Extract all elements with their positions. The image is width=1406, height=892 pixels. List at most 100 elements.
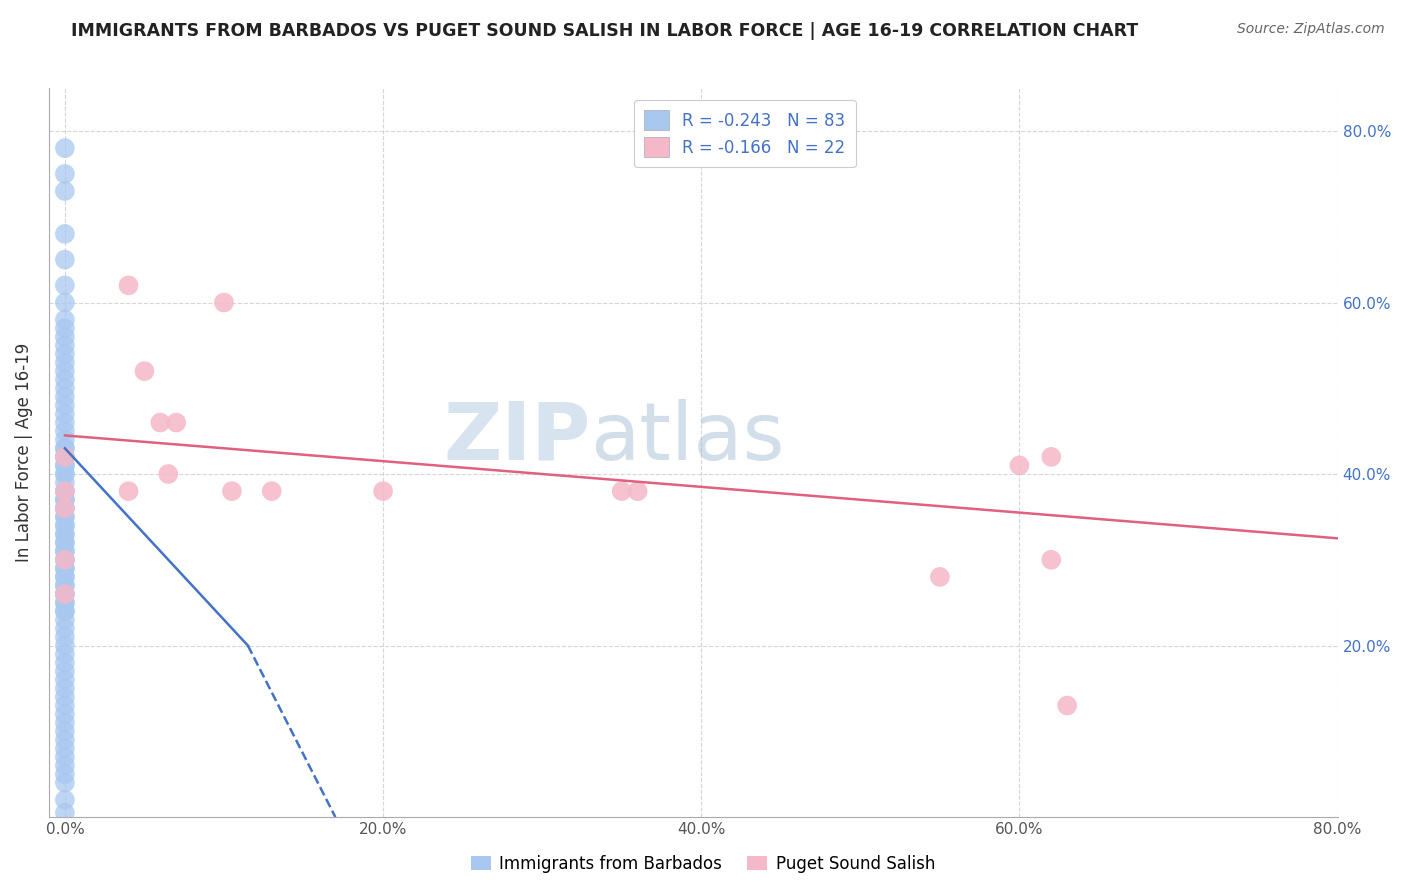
Point (53, 501, 76, 516)
Point (53, 544, 76, 558)
Point (53, 656, 76, 670)
Point (157, 467, 180, 481)
Point (53, 805, 76, 820)
Point (53, 492, 76, 507)
Point (53, 398, 76, 412)
Point (1040, 553, 1063, 567)
Point (53, 664, 76, 678)
Point (53, 758, 76, 772)
Text: ZIP: ZIP (443, 399, 591, 477)
Point (53, 338, 76, 352)
Point (53, 793, 76, 807)
Text: atlas: atlas (591, 399, 785, 477)
Legend: Immigrants from Barbados, Puget Sound Salish: Immigrants from Barbados, Puget Sound Sa… (464, 848, 942, 880)
Point (53, 416, 76, 430)
Point (53, 767, 76, 781)
Point (53, 467, 76, 481)
Point (53, 450, 76, 464)
Point (53, 141, 76, 155)
Point (53, 381, 76, 395)
Point (53, 442, 76, 456)
Point (53, 442, 76, 456)
Point (53, 578, 76, 592)
Point (212, 295, 235, 310)
Point (53, 587, 76, 601)
Point (53, 681, 76, 696)
Point (53, 518, 76, 533)
Point (53, 433, 76, 447)
Point (53, 321, 76, 335)
Point (53, 570, 76, 584)
Point (221, 484, 243, 499)
Point (53, 535, 76, 549)
Point (53, 561, 76, 575)
Point (53, 458, 76, 473)
Point (53, 639, 76, 653)
Point (1056, 698, 1078, 713)
Point (53, 347, 76, 361)
Point (117, 484, 139, 499)
Point (53, 184, 76, 198)
Point (53, 741, 76, 756)
Point (53, 492, 76, 507)
Point (53, 252, 76, 267)
Point (53, 278, 76, 293)
Point (1008, 458, 1031, 473)
Point (53, 587, 76, 601)
Point (53, 596, 76, 610)
Point (53, 167, 76, 181)
Point (53, 458, 76, 473)
Point (53, 424, 76, 438)
Point (53, 450, 76, 464)
Point (53, 467, 76, 481)
Point (53, 673, 76, 687)
Point (53, 407, 76, 421)
Point (53, 553, 76, 567)
Point (53, 501, 76, 516)
Point (53, 390, 76, 404)
Point (53, 578, 76, 592)
Point (53, 544, 76, 558)
Point (117, 278, 139, 293)
Point (53, 295, 76, 310)
Point (53, 484, 76, 499)
Point (53, 690, 76, 704)
Point (53, 604, 76, 618)
Point (53, 707, 76, 722)
Point (53, 518, 76, 533)
Point (53, 698, 76, 713)
Point (53, 312, 76, 326)
Point (149, 416, 172, 430)
Point (165, 416, 187, 430)
Point (53, 750, 76, 764)
Point (53, 373, 76, 387)
Point (53, 330, 76, 344)
Y-axis label: In Labor Force | Age 16-19: In Labor Force | Age 16-19 (15, 343, 32, 562)
Point (53, 724, 76, 739)
Point (53, 570, 76, 584)
Point (53, 364, 76, 378)
Point (53, 501, 76, 516)
Point (53, 527, 76, 541)
Legend: R = -0.243   N = 83, R = -0.166   N = 22: R = -0.243 N = 83, R = -0.166 N = 22 (634, 100, 856, 168)
Point (53, 553, 76, 567)
Point (53, 775, 76, 789)
Point (53, 647, 76, 661)
Point (610, 484, 633, 499)
Point (53, 535, 76, 549)
Point (53, 355, 76, 369)
Point (371, 484, 394, 499)
Point (53, 630, 76, 644)
Point (53, 527, 76, 541)
Point (53, 621, 76, 635)
Point (53, 587, 76, 601)
Point (53, 484, 76, 499)
Point (53, 475, 76, 490)
Point (53, 561, 76, 575)
Text: IMMIGRANTS FROM BARBADOS VS PUGET SOUND SALISH IN LABOR FORCE | AGE 16-19 CORREL: IMMIGRANTS FROM BARBADOS VS PUGET SOUND … (70, 22, 1139, 40)
Point (134, 364, 156, 378)
Point (53, 509, 76, 524)
Point (53, 227, 76, 241)
Point (627, 484, 650, 499)
Point (928, 570, 950, 584)
